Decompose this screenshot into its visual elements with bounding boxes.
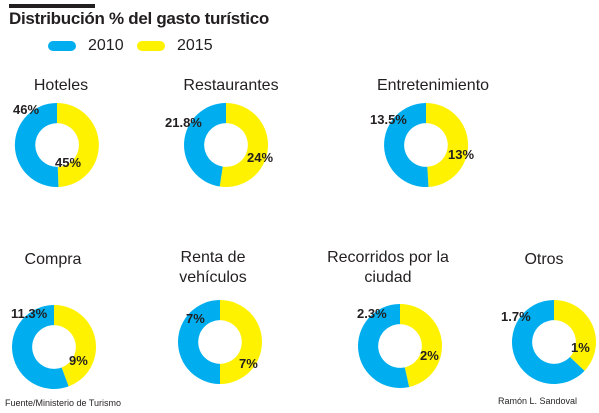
donut-restaurantes-label-2010: 21.8% — [165, 115, 202, 130]
donut-otros-label-2015: 1% — [571, 340, 590, 355]
title-rule — [9, 4, 95, 8]
donut-restaurantes-slice-2010 — [184, 103, 226, 187]
panel-title-entretenimiento: Entretenimiento — [376, 77, 490, 94]
donut-restaurantes-label-2015: 24% — [247, 150, 273, 165]
donut-hoteles-slice-2015 — [57, 103, 99, 187]
donut-recorridos-label-2015: 2% — [420, 348, 439, 363]
donut-compra-slice-2010 — [12, 305, 69, 389]
donut-renta-label-2010: 7% — [186, 311, 205, 326]
panel-title-restaurantes: Restaurantes — [183, 77, 279, 94]
donut-hoteles-label-2010: 46% — [13, 102, 39, 117]
donut-hoteles-slice-2010 — [14, 102, 59, 187]
chart-title: Distribución % del gasto turístico — [9, 9, 269, 28]
donut-compra-label-2015: 9% — [69, 353, 88, 368]
legend-item-2015: 2015 — [137, 36, 213, 56]
donut-renta-slice-2010 — [178, 300, 220, 384]
donut-otros-slice-2010 — [511, 300, 585, 384]
donut-compra-slice-2015 — [54, 304, 97, 387]
legend-label-2015: 2015 — [177, 37, 213, 54]
source-note: Fuente/Ministerio de Turismo — [5, 398, 122, 408]
legend-swatch-2010 — [48, 41, 76, 51]
donut-compra-label-2010: 11.3% — [11, 306, 48, 321]
donut-otros-label-2010: 1.7% — [501, 309, 531, 324]
donut-recorridos-label-2010: 2.3% — [357, 306, 387, 321]
byline: Ramón L. Sandoval — [498, 396, 578, 406]
panel-title-compra: Compra — [24, 251, 82, 268]
donut-entretenimiento-label-2015: 13% — [448, 147, 474, 162]
donut-recorridos-slice-2010 — [358, 304, 410, 388]
donut-hoteles-label-2015: 45% — [55, 155, 81, 170]
donut-renta-slice-2015 — [220, 300, 262, 384]
panel-title-otros: Otros — [524, 251, 564, 268]
donut-entretenimiento-slice-2015 — [426, 102, 469, 187]
donut-entretenimiento-slice-2010 — [384, 103, 429, 187]
legend-label-2010: 2010 — [88, 37, 124, 54]
donut-entretenimiento-label-2010: 13.5% — [370, 112, 407, 127]
donut-restaurantes-slice-2015 — [219, 103, 269, 187]
legend-swatch-2015 — [137, 41, 165, 51]
panel-title-hoteles: Hoteles — [33, 77, 89, 94]
donut-renta-label-2015: 7% — [239, 356, 258, 371]
donut-otros-slice-2015 — [554, 300, 596, 371]
panel-title-renta: Renta de vehículos — [179, 249, 247, 286]
donut-recorridos-slice-2015 — [400, 304, 443, 387]
panel-title-recorridos: Recorridos por la ciudad — [327, 249, 449, 286]
legend-item-2010: 2010 — [48, 36, 124, 56]
